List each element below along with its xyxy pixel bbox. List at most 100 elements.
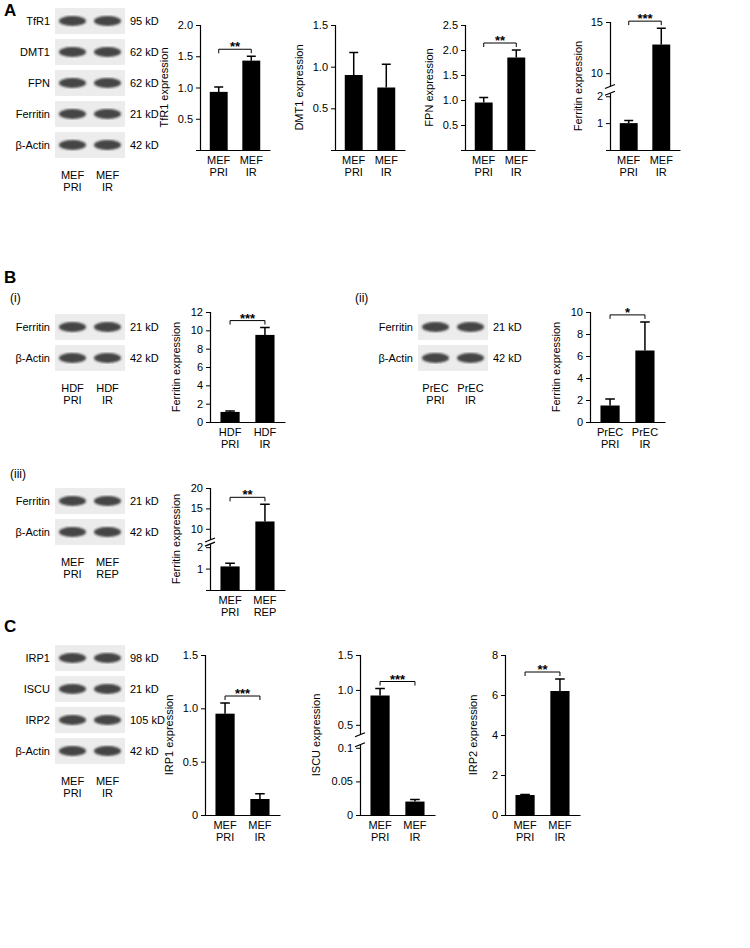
blot-band — [94, 496, 121, 506]
y-tick: 10 — [191, 523, 210, 535]
y-tick: 0.5 — [443, 119, 465, 131]
y-tick: 1 — [597, 117, 610, 129]
blot: Ferritin21 kDβ-Actin42 kDMEFPRIMEFREP — [16, 488, 159, 580]
error-bar — [260, 504, 270, 521]
error-bar — [260, 328, 270, 335]
blot-row-label: Ferritin — [16, 495, 50, 507]
y-axis-title: FPN expression — [423, 48, 435, 126]
blot-kd-label: 42 kD — [130, 352, 159, 364]
blot-band — [59, 16, 86, 26]
y-tick-mark — [586, 356, 590, 357]
blot-band — [94, 47, 121, 57]
blot-band — [422, 353, 449, 363]
blot-row-label: DMT1 — [20, 46, 50, 58]
blot-strip — [55, 738, 125, 764]
bar-chart: 0.51.01.52.02.5MEFPRIMEFIRFPN expression… — [423, 19, 536, 178]
bar-chart: 0.51.01.52.0MEFPRIMEFIRTfR1 expression** — [158, 19, 271, 178]
blot-band — [94, 78, 121, 88]
blot-row-label: FPN — [28, 77, 50, 89]
bar-chart: 0.51.01.5MEFPRIMEFIRDMT1 expression — [293, 19, 406, 178]
y-tick: 6 — [197, 361, 210, 373]
blot: TfR195 kDDMT162 kDFPN62 kDFerritin21 kDβ… — [16, 8, 159, 193]
x-axis: HDFPRIHDFIR — [211, 422, 286, 450]
blot-band — [94, 746, 121, 756]
panel-label: A — [4, 1, 16, 20]
y-tick-mark — [606, 22, 610, 23]
lane-label: HDFPRI — [61, 382, 84, 407]
y-tick: 8 — [197, 343, 210, 355]
x-tick-label: MEFIR — [375, 154, 399, 179]
axis-break-mark — [205, 538, 215, 542]
blot-strip — [55, 39, 125, 65]
y-tick-label: 1.5 — [313, 19, 328, 31]
panel-label: B — [4, 268, 16, 287]
y-axis-line — [201, 656, 206, 816]
y-tick-label: 6 — [577, 350, 583, 362]
x-axis: MEFPRIMEFIR — [201, 150, 271, 178]
y-tick-mark — [501, 775, 505, 776]
axis-break-mark — [205, 542, 215, 546]
bar — [215, 714, 234, 815]
x-tick-label: HDFPRI — [219, 426, 242, 451]
y-axis: 0.51.01.52.0 — [178, 19, 201, 150]
y-tick-label: 0.5 — [443, 119, 458, 131]
blot-band — [59, 109, 86, 119]
y-axis-title: DMT1 expression — [293, 44, 305, 130]
blot-row-label: Ferritin — [379, 321, 413, 333]
x-tick: MEFIR — [248, 815, 272, 843]
y-tick: 0 — [192, 809, 205, 821]
blot-row-label: TfR1 — [26, 15, 50, 27]
plot-area — [515, 679, 569, 815]
y-tick-label: 0.1 — [338, 742, 353, 754]
lane-label: PrECIR — [457, 382, 483, 407]
y-axis: 0.51.01.52.02.5 — [443, 19, 466, 150]
y-tick-label: 1.5 — [443, 69, 458, 81]
blot-band — [59, 715, 86, 725]
y-tick-label: 4 — [577, 372, 583, 384]
bar — [550, 691, 569, 815]
y-tick-mark — [356, 690, 360, 691]
y-tick-label: 0.5 — [338, 719, 353, 731]
x-tick-label: MEFIR — [248, 819, 272, 844]
blot-band — [94, 684, 121, 694]
error-bar — [375, 689, 385, 696]
x-tick-label: MEFPRI — [472, 154, 496, 179]
y-tick-mark — [586, 400, 590, 401]
blot-band — [59, 47, 86, 57]
plot-area — [220, 328, 274, 422]
blot-strip — [55, 345, 125, 371]
bar — [370, 695, 389, 815]
axis-break-mark — [605, 84, 615, 88]
blot-band — [422, 322, 449, 332]
y-tick-mark — [206, 367, 210, 368]
x-axis-line — [201, 150, 271, 151]
plot-area — [210, 56, 260, 150]
axis-break-gap — [357, 735, 363, 745]
y-tick-mark — [461, 50, 465, 51]
y-tick-mark — [356, 725, 360, 726]
blot-band — [94, 140, 121, 150]
y-tick-mark — [606, 123, 610, 124]
y-tick: 1 — [197, 563, 210, 575]
bar-chart: 024681012HDFPRIHDFIRFerritin expression*… — [170, 306, 286, 450]
y-tick-label: 4 — [197, 379, 203, 391]
blot-band — [59, 684, 86, 694]
x-axis: MEFPRIMEFIR — [336, 150, 406, 178]
error-bar — [382, 64, 391, 87]
y-tick-mark — [196, 119, 200, 120]
y-tick-mark — [586, 378, 590, 379]
y-axis-title: IRP2 expression — [467, 695, 479, 776]
blot-band — [94, 322, 121, 332]
blot-strip — [55, 132, 125, 158]
y-tick-label: 1.0 — [443, 94, 458, 106]
y-tick-label: 10 — [191, 523, 203, 535]
y-tick-label: 0.5 — [183, 756, 198, 768]
blot-kd-label: 21 kD — [130, 321, 159, 333]
y-tick: 2.0 — [178, 19, 200, 31]
blot: Ferritin21 kDβ-Actin42 kDPrECPRIPrECIR — [379, 314, 522, 406]
y-tick: 0.5 — [313, 102, 335, 114]
y-tick: 0.1 — [338, 742, 360, 754]
y-tick-mark — [331, 67, 335, 68]
y-tick-mark — [356, 815, 360, 816]
y-tick-label: 15 — [591, 16, 603, 28]
